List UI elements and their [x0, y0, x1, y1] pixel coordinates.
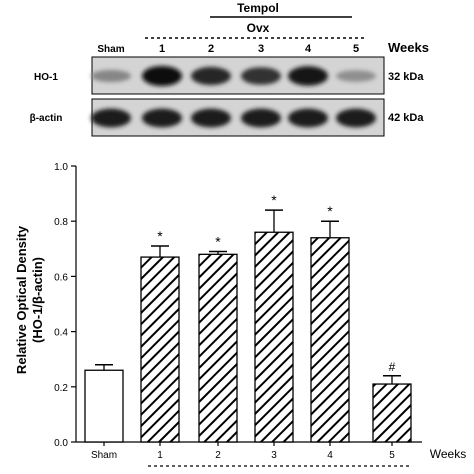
- y-tick-label: 0.2: [54, 383, 68, 394]
- lane-label: 1: [159, 43, 165, 55]
- blot-band: [336, 108, 376, 128]
- ho1-blot-panel: [91, 56, 385, 95]
- ho1-row-label: HO-1: [34, 72, 58, 83]
- blot-band: [191, 108, 231, 128]
- blot-weeks-label: Weeks: [388, 40, 429, 55]
- blot-band: [288, 66, 328, 86]
- y-tick-label: 0.6: [54, 272, 68, 283]
- x-tick-label: 1: [157, 450, 163, 461]
- lane-label: Sham: [97, 44, 124, 55]
- blot-band: [91, 69, 131, 83]
- actin-bands: [91, 108, 376, 128]
- significance-mark: *: [157, 228, 163, 244]
- actin-blot-panel: [91, 98, 385, 137]
- lane-label: 3: [258, 43, 264, 55]
- bars: * * * * #: [84, 192, 412, 443]
- bar-5: [372, 383, 412, 443]
- actin-kda-label: 42 kDa: [388, 112, 424, 124]
- y-axis-label-line2: (HO-1/β-actin): [30, 257, 45, 343]
- y-tick-label: 1.0: [54, 162, 68, 173]
- x-tick-label: 3: [271, 450, 277, 461]
- blot-band: [91, 108, 131, 128]
- tempol-label: Tempol: [237, 1, 279, 15]
- bar-chart: Relative Optical Density (HO-1/β-actin) …: [14, 162, 466, 467]
- y-ticks: 0.0 0.2 0.4 0.6 0.8 1.0: [54, 162, 76, 449]
- ho1-kda-label: 32 kDa: [388, 71, 424, 83]
- x-tick-label: 5: [389, 450, 395, 461]
- blot-band: [288, 108, 328, 128]
- x-tick-labels: Sham 1 2 3 4 5: [91, 442, 395, 461]
- lane-label: 4: [305, 43, 312, 55]
- lane-label: 5: [353, 43, 359, 55]
- x-tick-label: 4: [327, 450, 333, 461]
- y-tick-label: 0.8: [54, 217, 68, 228]
- blot-band: [142, 66, 182, 86]
- bar-sham: [84, 369, 124, 443]
- lane-labels: Sham 1 2 3 4 5: [97, 43, 359, 55]
- significance-mark: *: [327, 203, 333, 219]
- significance-mark: *: [215, 234, 221, 250]
- blot-band: [241, 67, 281, 85]
- significance-mark: *: [271, 192, 277, 208]
- bar-4: [310, 237, 350, 443]
- significance-mark: #: [389, 360, 396, 374]
- y-tick-label: 0.0: [54, 438, 68, 449]
- actin-row-label: β-actin: [30, 113, 63, 124]
- ho1-bands: [91, 66, 376, 86]
- x-axis-label: Weeks: [430, 447, 466, 461]
- blot-band: [241, 108, 281, 128]
- bar-3: [254, 231, 294, 443]
- blot-band: [336, 70, 376, 82]
- y-axis-label-line1: Relative Optical Density: [14, 225, 29, 374]
- bar-1: [140, 256, 180, 443]
- blot-band: [142, 108, 182, 128]
- bar-2: [198, 253, 238, 443]
- lane-label: 2: [208, 43, 214, 55]
- x-tick-label: 2: [215, 450, 221, 461]
- western-blot: Tempol Ovx Weeks Sham 1 2 3 4 5 HO-1 32 kDa β…: [30, 1, 429, 137]
- y-tick-label: 0.4: [54, 328, 68, 339]
- blot-band: [191, 66, 231, 86]
- x-tick-label: Sham: [91, 450, 117, 461]
- ovx-label: Ovx: [247, 21, 270, 35]
